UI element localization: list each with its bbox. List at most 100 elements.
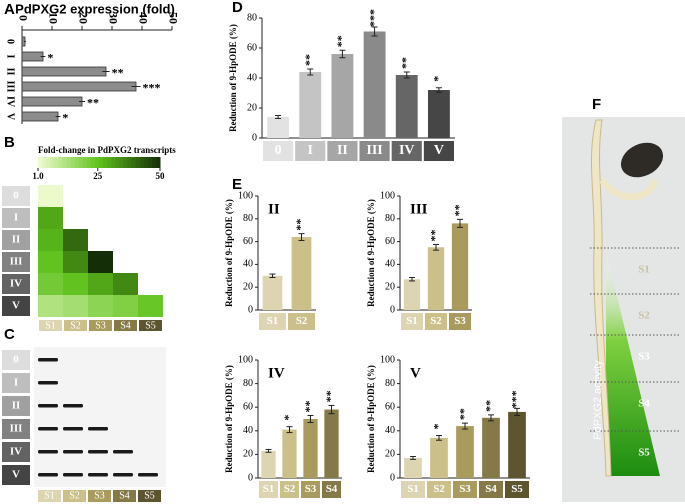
y-tick-label: 40 xyxy=(247,72,257,83)
heatmap-cell xyxy=(63,273,88,295)
y-tick-label: 0 xyxy=(5,39,16,44)
bar xyxy=(21,66,107,77)
y-tick-label: 20 xyxy=(243,281,253,292)
stage-label: S3 xyxy=(638,351,650,363)
bar xyxy=(427,247,445,310)
y-tick-label: 100 xyxy=(380,354,395,365)
x-tick-label: S3 xyxy=(305,483,317,495)
bar xyxy=(363,31,386,138)
y-tick-label: III xyxy=(5,81,16,93)
stage-label: S5 xyxy=(638,447,650,459)
gel-band xyxy=(63,450,83,454)
colorbar-step xyxy=(107,157,112,168)
category-box xyxy=(453,481,477,498)
y-axis-label: Reduction of 9-HpODE (%) xyxy=(224,199,234,307)
chart-title: IV xyxy=(268,365,285,381)
heatmap-cell xyxy=(38,295,63,317)
bar xyxy=(395,75,418,138)
significance: *** xyxy=(366,9,380,27)
panel-letter: F xyxy=(592,96,601,113)
heatmap-cell xyxy=(63,295,88,317)
y-tick-label: 0 xyxy=(390,304,395,315)
row-label: I xyxy=(14,377,18,389)
row-label-box xyxy=(2,230,30,250)
gel-band xyxy=(88,427,108,431)
heatmap-cell xyxy=(38,185,63,207)
significance: ** xyxy=(302,400,316,412)
colorbar-step xyxy=(78,157,84,168)
y-tick-label: 80 xyxy=(243,378,253,389)
chart-title: III xyxy=(410,201,428,217)
column-label-box xyxy=(64,320,87,331)
column-label: S1 xyxy=(44,490,55,501)
colorbar-step xyxy=(135,157,141,168)
colorbar-step xyxy=(139,157,145,168)
bar xyxy=(482,417,500,478)
row-label: II xyxy=(12,234,21,246)
gel-band xyxy=(38,358,58,362)
bar xyxy=(331,54,354,138)
category-box xyxy=(259,313,286,330)
category-box xyxy=(479,481,503,498)
column-label: S5 xyxy=(144,490,155,501)
y-tick-label: V xyxy=(5,113,16,121)
panel-letter: E xyxy=(232,176,242,193)
colorbar-step xyxy=(82,157,88,168)
category-box xyxy=(401,481,425,498)
heatmap-cell xyxy=(63,229,88,251)
colorbar-step xyxy=(62,157,67,168)
colorbar-step xyxy=(115,157,120,168)
stage-label: S4 xyxy=(638,398,650,410)
bar xyxy=(282,429,297,478)
x-tick-label: II xyxy=(337,143,348,158)
category-box xyxy=(449,313,471,330)
y-tick-label: 0 xyxy=(252,132,257,143)
y-axis-label: Reduction of 9-HpODE (%) xyxy=(366,199,376,307)
y-tick-label: 100 xyxy=(238,190,253,201)
gradient-label: PdPXG2 activity xyxy=(592,360,604,440)
x-tick-label: S4 xyxy=(326,483,338,495)
colorbar-step xyxy=(155,157,161,168)
y-tick-label: 20 xyxy=(385,281,395,292)
y-tick-label: 80 xyxy=(385,213,395,224)
column-label: S2 xyxy=(70,320,81,331)
row-label: V xyxy=(12,300,20,312)
column-label-box xyxy=(63,490,86,502)
colorbar-step xyxy=(38,157,43,168)
y-tick-label: 20 xyxy=(243,449,253,460)
column-label: S3 xyxy=(95,320,106,331)
row-label-box xyxy=(2,274,30,294)
x-tick-label: S1 xyxy=(267,315,279,327)
y-tick-label: 20 xyxy=(385,449,395,460)
bar xyxy=(427,90,450,138)
category-box xyxy=(295,141,326,161)
row-label-box xyxy=(2,442,30,462)
bar xyxy=(451,223,469,310)
column-label-box xyxy=(114,320,137,331)
row-label-box xyxy=(2,186,30,206)
row-label: IV xyxy=(10,446,22,458)
colorbar-step xyxy=(111,157,116,168)
column-label: S4 xyxy=(119,490,130,501)
colorbar-step xyxy=(70,157,76,168)
chart-title: PdPXG2 expression (fold) xyxy=(15,1,175,16)
y-tick-label: 80 xyxy=(247,12,257,23)
stage-label: S2 xyxy=(638,310,650,322)
significance: *** xyxy=(143,80,161,94)
colorbar-step xyxy=(103,157,108,168)
gel-band xyxy=(113,473,133,477)
y-tick-label: IV xyxy=(5,96,16,108)
category-box xyxy=(391,141,422,161)
y-tick-label: II xyxy=(5,68,16,76)
panel-letter: C xyxy=(4,326,15,343)
y-tick-label: 0 xyxy=(248,304,253,315)
significance: * xyxy=(431,76,445,82)
category-box xyxy=(259,481,278,498)
seed xyxy=(620,142,664,178)
x-tick-label: S3 xyxy=(454,315,466,327)
panel-letter: B xyxy=(4,134,15,151)
significance: ** xyxy=(334,35,348,47)
column-label: S2 xyxy=(69,490,80,501)
significance: ** xyxy=(112,65,124,79)
colorbar-tick-label: 50 xyxy=(156,171,166,181)
